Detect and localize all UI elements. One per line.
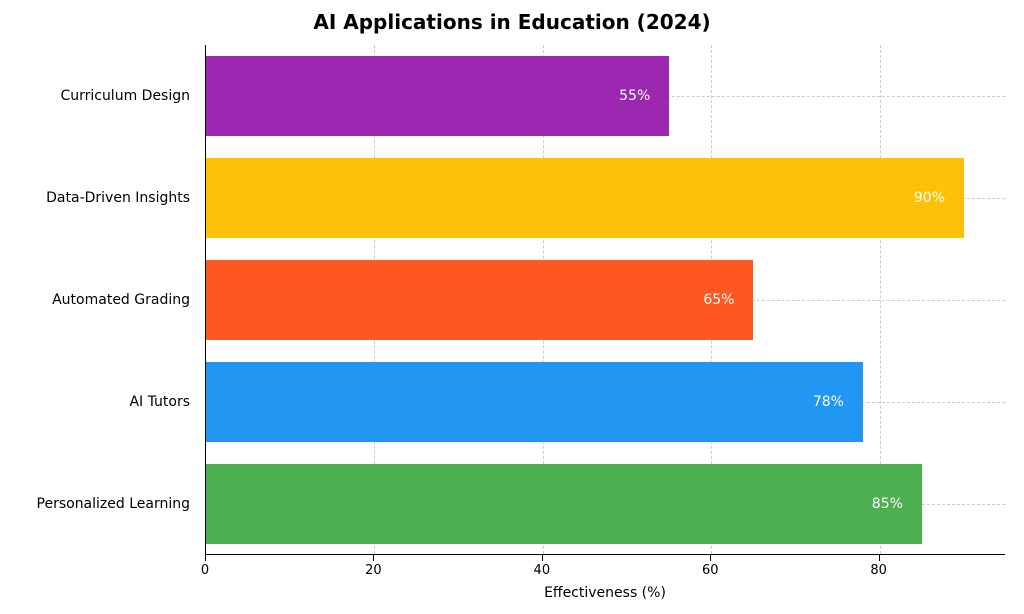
y-tick-label: Data-Driven Insights [0,190,190,206]
x-tick [710,555,711,561]
y-tick-label: Automated Grading [0,292,190,308]
x-tick-label: 0 [201,563,209,578]
bar-value-label: 55% [619,88,650,104]
x-tick-label: 60 [702,563,719,578]
bar [206,362,863,442]
y-tick-label: AI Tutors [0,394,190,410]
x-tick [373,555,374,561]
bar [206,260,753,340]
x-tick-label: 20 [365,563,382,578]
bar [206,158,964,238]
bar-value-label: 90% [914,190,945,206]
y-tick-label: Personalized Learning [0,496,190,512]
bar-value-label: 78% [813,394,844,410]
y-tick-label: Curriculum Design [0,88,190,104]
bar [206,464,922,544]
x-tick [542,555,543,561]
chart-container: AI Applications in Education (2024) 55% 9… [0,0,1024,614]
x-tick [205,555,206,561]
plot-area: 55% 90% 65% 78% 85% [205,45,1005,555]
x-tick [879,555,880,561]
x-tick-label: 80 [870,563,887,578]
x-axis-label: Effectiveness (%) [205,585,1005,601]
bar [206,56,669,136]
bar-value-label: 65% [703,292,734,308]
chart-title: AI Applications in Education (2024) [0,10,1024,34]
x-tick-label: 40 [534,563,551,578]
bar-value-label: 85% [872,496,903,512]
